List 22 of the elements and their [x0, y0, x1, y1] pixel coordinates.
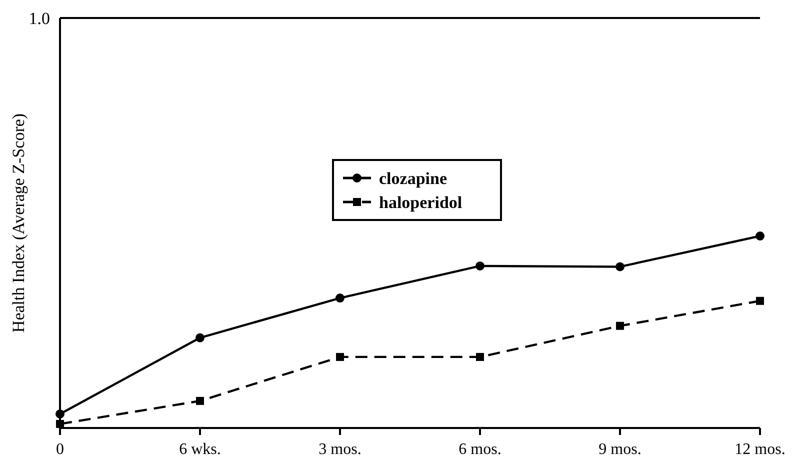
point [336, 294, 344, 303]
x-tick-label: 0 [56, 441, 64, 458]
y-axis-title: Health Index (Average Z-Score) [9, 113, 28, 333]
point [476, 261, 484, 270]
point [616, 262, 624, 272]
x-tick-label: 3 mos. [318, 441, 362, 458]
point [756, 232, 764, 240]
point [616, 322, 624, 330]
point [756, 296, 764, 305]
point [56, 409, 64, 418]
point [336, 352, 344, 361]
x-tick-label: 9 mos. [598, 441, 642, 458]
x-tick-label: 12 mos. [734, 441, 786, 458]
point [476, 352, 484, 361]
text: 1.0 [28, 9, 50, 28]
point [196, 333, 204, 342]
legend-label: clozapine [379, 169, 448, 188]
x-tick-label: 6 mos. [458, 441, 502, 458]
x-tick-label: 6 wks. [179, 441, 221, 458]
legend-label: haloperidol [379, 193, 462, 212]
point [56, 420, 64, 428]
point [196, 396, 204, 405]
